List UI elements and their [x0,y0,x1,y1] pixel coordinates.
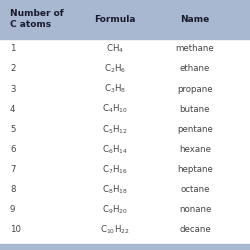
Text: 8: 8 [10,185,16,194]
Text: CH$_4$: CH$_4$ [106,42,124,55]
Text: Formula: Formula [94,15,136,24]
Text: 9: 9 [10,205,16,214]
Text: C$_3$H$_8$: C$_3$H$_8$ [104,83,126,95]
Text: C$_{10}$H$_{22}$: C$_{10}$H$_{22}$ [100,224,130,236]
Text: 2: 2 [10,64,16,74]
Text: C$_6$H$_{14}$: C$_6$H$_{14}$ [102,143,128,156]
Text: decane: decane [179,226,211,234]
Text: 6: 6 [10,145,16,154]
Text: nonane: nonane [179,205,211,214]
Text: 4: 4 [10,105,16,114]
Text: 1: 1 [10,44,16,53]
Bar [0,244,250,250]
Text: octane: octane [180,185,210,194]
Text: C$_5$H$_{12}$: C$_5$H$_{12}$ [102,123,128,136]
Text: C$_4$H$_{10}$: C$_4$H$_{10}$ [102,103,128,116]
Text: ethane: ethane [180,64,210,74]
Text: C$_2$H$_6$: C$_2$H$_6$ [104,63,126,75]
Text: propane: propane [177,84,213,94]
Text: heptane: heptane [177,165,213,174]
Text: pentane: pentane [177,125,213,134]
Text: 10: 10 [10,226,21,234]
Bar [0,0,250,39]
Text: 7: 7 [10,165,16,174]
Text: 5: 5 [10,125,16,134]
Text: Number of
C atoms: Number of C atoms [10,9,64,29]
Text: C$_9$H$_{20}$: C$_9$H$_{20}$ [102,204,128,216]
Text: butane: butane [180,105,210,114]
Text: hexane: hexane [179,145,211,154]
Text: 3: 3 [10,84,16,94]
Text: methane: methane [176,44,214,53]
Text: C$_8$H$_{18}$: C$_8$H$_{18}$ [102,184,128,196]
Text: C$_7$H$_{16}$: C$_7$H$_{16}$ [102,163,128,176]
Text: Name: Name [180,15,210,24]
